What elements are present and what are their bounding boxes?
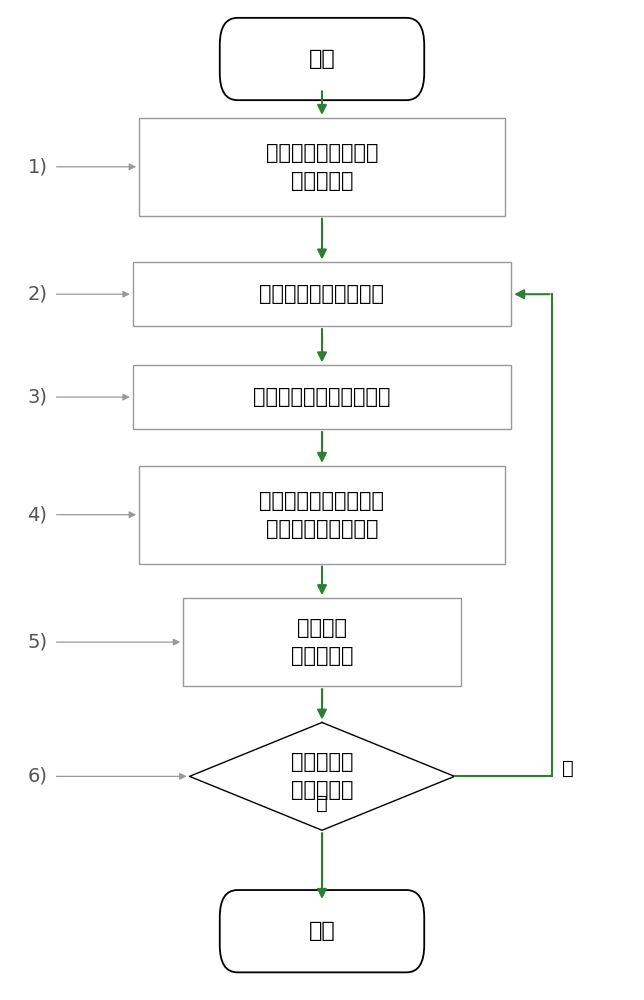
- Text: 开始: 开始: [308, 49, 336, 69]
- Polygon shape: [189, 722, 455, 830]
- Text: 1): 1): [28, 157, 48, 176]
- Bar: [133, 262, 511, 326]
- Text: 否: 否: [316, 794, 328, 813]
- Text: 给定氟盐离子的初始
位置和速度: 给定氟盐离子的初始 位置和速度: [266, 143, 378, 191]
- Bar: [139, 118, 505, 216]
- FancyBboxPatch shape: [220, 18, 424, 100]
- FancyBboxPatch shape: [220, 890, 424, 972]
- Text: 统计氟盐
宏观物理量: 统计氟盐 宏观物理量: [290, 618, 354, 666]
- Text: 3): 3): [28, 388, 48, 407]
- Text: 4): 4): [28, 505, 48, 524]
- Text: 2): 2): [28, 285, 48, 304]
- Text: 结束: 结束: [308, 921, 336, 941]
- Bar: [139, 466, 505, 564]
- Text: 计算氟盐离子的加速度: 计算氟盐离子的加速度: [260, 284, 384, 304]
- Text: 是: 是: [562, 759, 574, 778]
- Text: 5): 5): [27, 633, 48, 652]
- Text: 宏观物理量
是否变化？: 宏观物理量 是否变化？: [290, 752, 354, 800]
- Text: 6): 6): [28, 767, 48, 786]
- Bar: [183, 598, 461, 686]
- Bar: [133, 365, 511, 429]
- Text: 计算一个时间步长后氟
盐离子的位置和速度: 计算一个时间步长后氟 盐离子的位置和速度: [260, 491, 384, 539]
- Text: 移动氟盐离子到新的位置: 移动氟盐离子到新的位置: [253, 387, 391, 407]
